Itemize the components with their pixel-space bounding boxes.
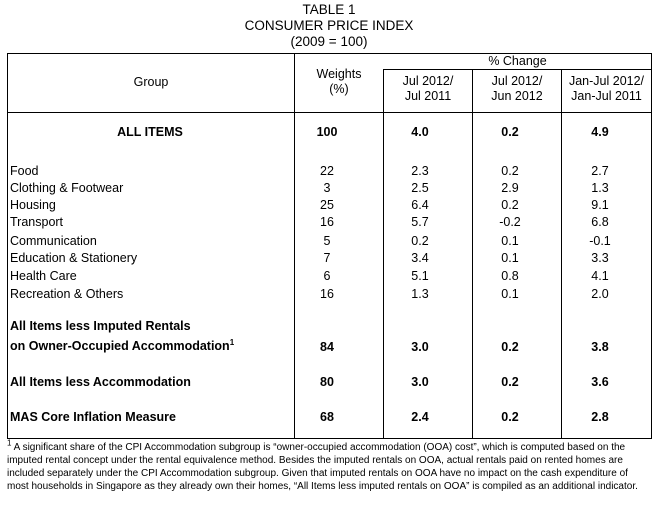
row-col-c: 3.3 xyxy=(591,251,609,265)
row-weight: 6 xyxy=(323,269,331,283)
row-col-a: 1.3 xyxy=(411,287,429,301)
column-divider xyxy=(383,69,384,438)
row-col-c: 9.1 xyxy=(591,198,609,212)
all-items-col-c: 4.9 xyxy=(591,125,609,139)
header-bottom-line xyxy=(8,112,651,113)
mas-core-col-c: 2.8 xyxy=(591,410,609,424)
row-col-b: 0.1 xyxy=(501,287,519,301)
row-col-a: 6.4 xyxy=(411,198,429,212)
row-weight: 7 xyxy=(323,251,331,265)
row-weight: 25 xyxy=(320,198,334,212)
row-col-c: 1.3 xyxy=(591,181,609,195)
table-title: CONSUMER PRICE INDEX xyxy=(244,18,414,33)
row-col-c: -0.1 xyxy=(589,234,611,248)
less-accommodation-col-b: 0.2 xyxy=(501,375,519,389)
row-label: Housing xyxy=(10,198,56,212)
row-label: Health Care xyxy=(10,269,77,283)
column-divider xyxy=(472,69,473,438)
imputed-label-line1: All Items less Imputed Rentals xyxy=(10,319,191,333)
pct-change-header: % Change xyxy=(488,54,547,68)
weights-unit: (%) xyxy=(329,82,349,96)
row-col-c: 2.0 xyxy=(591,287,609,301)
row-col-b: 0.1 xyxy=(501,251,519,265)
row-col-a: 0.2 xyxy=(411,234,429,248)
row-label: Recreation & Others xyxy=(10,287,124,301)
imputed-col-a: 3.0 xyxy=(411,340,429,354)
less-accommodation-col-a: 3.0 xyxy=(411,375,429,389)
row-col-a: 3.4 xyxy=(411,251,429,265)
row-weight: 22 xyxy=(320,164,334,178)
col-b-header: Jun 2012 xyxy=(491,89,543,103)
row-col-b: 2.9 xyxy=(501,181,519,195)
all-items-col-a: 4.0 xyxy=(411,125,429,139)
row-weight: 16 xyxy=(320,287,334,301)
col-b-header: Jul 2012/ xyxy=(491,74,543,88)
row-col-c: 2.7 xyxy=(591,164,609,178)
mas-core-col-b: 0.2 xyxy=(501,410,519,424)
footnote: 1 A significant share of the CPI Accommo… xyxy=(7,438,652,493)
row-weight: 3 xyxy=(323,181,331,195)
column-divider xyxy=(561,69,562,438)
row-col-a: 2.3 xyxy=(411,164,429,178)
mas-core-label: MAS Core Inflation Measure xyxy=(10,410,176,424)
all-items-weight: 100 xyxy=(316,125,338,139)
row-col-b: 0.2 xyxy=(501,198,519,212)
mas-core-weight: 68 xyxy=(320,410,334,424)
footnote-text: A significant share of the CPI Accommoda… xyxy=(7,442,638,492)
mas-core-col-a: 2.4 xyxy=(411,410,429,424)
row-col-b: 0.1 xyxy=(501,234,519,248)
row-label: Communication xyxy=(10,234,97,248)
row-label: Transport xyxy=(10,215,64,229)
imputed-col-c: 3.8 xyxy=(591,340,609,354)
row-weight: 5 xyxy=(323,234,331,248)
less-accommodation-weight: 80 xyxy=(320,375,334,389)
row-col-b: 0.8 xyxy=(501,269,519,283)
imputed-label-line2: on Owner-Occupied Accommodation1 xyxy=(10,337,235,353)
row-col-a: 2.5 xyxy=(411,181,429,195)
row-col-b: 0.2 xyxy=(501,164,519,178)
row-col-b: -0.2 xyxy=(499,215,521,229)
all-items-label: ALL ITEMS xyxy=(117,125,183,139)
row-weight: 16 xyxy=(320,215,334,229)
footnote-mark: 1 xyxy=(7,438,12,448)
group-header: Group xyxy=(133,75,169,89)
row-col-c: 6.8 xyxy=(591,215,609,229)
less-accommodation-col-c: 3.6 xyxy=(591,375,609,389)
less-accommodation-label: All Items less Accommodation xyxy=(10,375,191,389)
row-col-a: 5.7 xyxy=(411,215,429,229)
col-a-header: Jul 2011 xyxy=(404,89,452,103)
col-a-header: Jul 2012/ xyxy=(402,74,454,88)
weights-header: Weights xyxy=(316,67,362,81)
row-col-a: 5.1 xyxy=(411,269,429,283)
row-label: Food xyxy=(10,164,39,178)
col-c-header: Jan-Jul 2011 xyxy=(571,89,642,103)
row-label: Clothing & Footwear xyxy=(10,181,124,195)
imputed-col-b: 0.2 xyxy=(501,340,519,354)
footnote-marker: 1 xyxy=(229,337,235,347)
column-divider xyxy=(294,54,295,438)
cpi-table: Group Weights (%) % Change Jul 2012/ Jul… xyxy=(7,53,652,439)
all-items-col-b: 0.2 xyxy=(501,125,519,139)
table-base-year: (2009 = 100) xyxy=(290,34,368,49)
pct-change-underline xyxy=(383,69,651,70)
col-c-header: Jan-Jul 2012/ xyxy=(568,74,645,88)
table-number: TABLE 1 xyxy=(302,2,356,17)
imputed-weight: 84 xyxy=(320,340,334,354)
row-label: Education & Stationery xyxy=(10,251,138,265)
row-col-c: 4.1 xyxy=(591,269,609,283)
